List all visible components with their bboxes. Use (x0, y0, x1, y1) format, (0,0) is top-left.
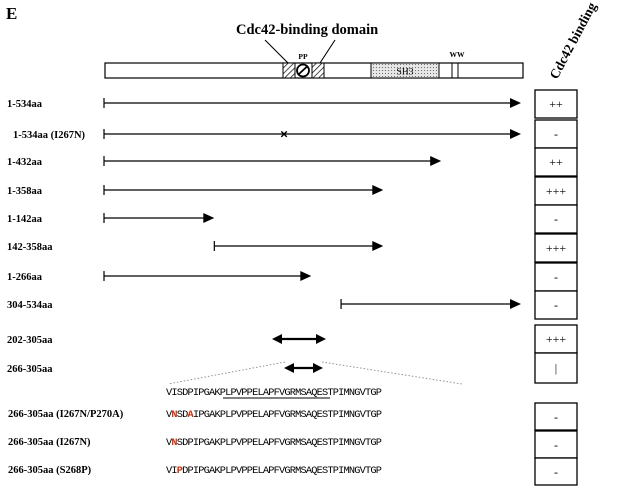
domain-leader-left (264, 39, 289, 64)
construct-label: 1-534aa (I267N) (13, 130, 86, 141)
construct-list: 1-534aa 1-534aa (I267N) × 1-432aa 1-358aa 1-1… (7, 98, 521, 375)
binding-cell (534, 233, 578, 263)
sequence-segment: IPGAKPLPVPPELAPFVGRMSAQESTPIMNGVTGP (193, 409, 382, 421)
mutant-label: 266-305aa (I267N/P270A) (8, 409, 124, 420)
construct-label: 304-534aa (7, 300, 53, 311)
sh3-label: SH3 (397, 68, 414, 78)
binding-value: +++ (546, 241, 567, 255)
hatched-region-left (282, 62, 296, 79)
binding-value: ++ (549, 155, 563, 169)
mutant-binding-cell (534, 430, 578, 459)
construct-arrowhead (372, 241, 384, 251)
construct-label: 1-142aa (7, 214, 43, 225)
sequence-segment: V (166, 437, 173, 449)
mutant-sequence: VNSDPIPGAKPLPVPPELAPFVGRMSAQESTPIMNGVTGP (166, 437, 382, 449)
ww-motif-label: WW (450, 50, 466, 59)
sequence-segment: SDPIPGAKPLPVPPELAPFVGRMSAQESTPIMNGVTGP (177, 437, 382, 449)
mutated-residue: N (171, 409, 177, 421)
zoom-guide-left (167, 361, 286, 385)
mutated-residue: P (177, 465, 183, 477)
construct-label: 1-266aa (7, 272, 43, 283)
mutant-binding-value: - (554, 465, 558, 479)
binding-cell (534, 89, 578, 119)
construct-arrowhead (300, 271, 312, 281)
mutant-binding-value: - (554, 438, 558, 452)
binding-value: +++ (546, 184, 567, 198)
mutant-binding-cell (534, 457, 578, 486)
binding-value: ++ (549, 97, 563, 111)
binding-value: - (554, 270, 558, 284)
panel-letter: E (6, 4, 17, 23)
binding-value: - (554, 212, 558, 226)
construct-label: 1-358aa (7, 186, 43, 197)
construct-arrowhead-right (313, 363, 323, 373)
domain-title: Cdc42-binding domain (236, 22, 378, 38)
sequence-segment: VI (166, 465, 177, 477)
construct-label: 1-432aa (7, 157, 43, 168)
pp-motif-label: PP (298, 52, 308, 61)
binding-cell (534, 147, 578, 177)
sequence-wildtype: VISDPIPGAKPLPVPPELAPFVGRMSAQESTPIMNGVTGP (166, 387, 382, 399)
binding-value: | (555, 361, 557, 375)
construct-arrowhead (510, 299, 521, 309)
construct-arrowhead (510, 98, 521, 108)
sequence-segment: SD (177, 409, 188, 421)
mutant-binding-value: - (554, 410, 558, 424)
mutant-binding-cell (534, 402, 578, 431)
binding-value: +++ (546, 332, 567, 346)
construct-label: 266-305aa (7, 364, 53, 375)
construct-arrowhead-left (284, 363, 294, 373)
binding-value: - (554, 298, 558, 312)
construct-label: 142-358aa (7, 242, 53, 253)
construct-arrowhead-right (316, 334, 326, 344)
mutant-sequence: VNSDAIPGAKPLPVPPELAPFVGRMSAQESTPIMNGVTGP (166, 409, 382, 421)
construct-arrowhead-left (272, 334, 282, 344)
construct-label: 1-534aa (7, 99, 43, 110)
sequence-segment: DPIPGAKPLPVPPELAPFVGRMSAQESTPIMNGVTGP (182, 465, 382, 477)
sh3-domain (370, 62, 440, 79)
binding-cell (534, 204, 578, 234)
construct-arrowhead (203, 213, 215, 223)
mutant-sequence-list: 266-305aa (I267N/P270A) VNSDAIPGAKPLPVPPE… (8, 402, 578, 486)
binding-column-header: Cdc42 binding (546, 0, 599, 81)
binding-value: - (554, 127, 558, 141)
mutated-residue: N (171, 437, 177, 449)
sequence-segment: V (166, 409, 173, 421)
binding-cell (534, 176, 578, 206)
construct-label: 202-305aa (7, 335, 53, 346)
binding-cell (534, 119, 578, 149)
construct-arrowhead (430, 156, 442, 166)
mutation-marker: × (280, 127, 288, 142)
domain-leader-right (319, 39, 336, 64)
pp-motif-slash (298, 65, 308, 75)
binding-cell (534, 324, 578, 354)
mutant-sequence: VIPDPIPGAKPLPVPPELAPFVGRMSAQESTPIMNGVTGP (166, 465, 382, 477)
mutant-label: 266-305aa (S268P) (8, 465, 92, 476)
binding-results-table: ++-+++++-+++--+++| (534, 89, 578, 384)
binding-cell (534, 290, 578, 320)
hatched-region-right (311, 62, 325, 79)
construct-arrowhead (510, 129, 521, 139)
mutant-label: 266-305aa (I267N) (8, 437, 91, 448)
binding-cell (534, 352, 578, 384)
construct-arrowhead (372, 185, 384, 195)
zoom-guide-right (321, 361, 463, 385)
mutated-residue: A (188, 409, 195, 421)
